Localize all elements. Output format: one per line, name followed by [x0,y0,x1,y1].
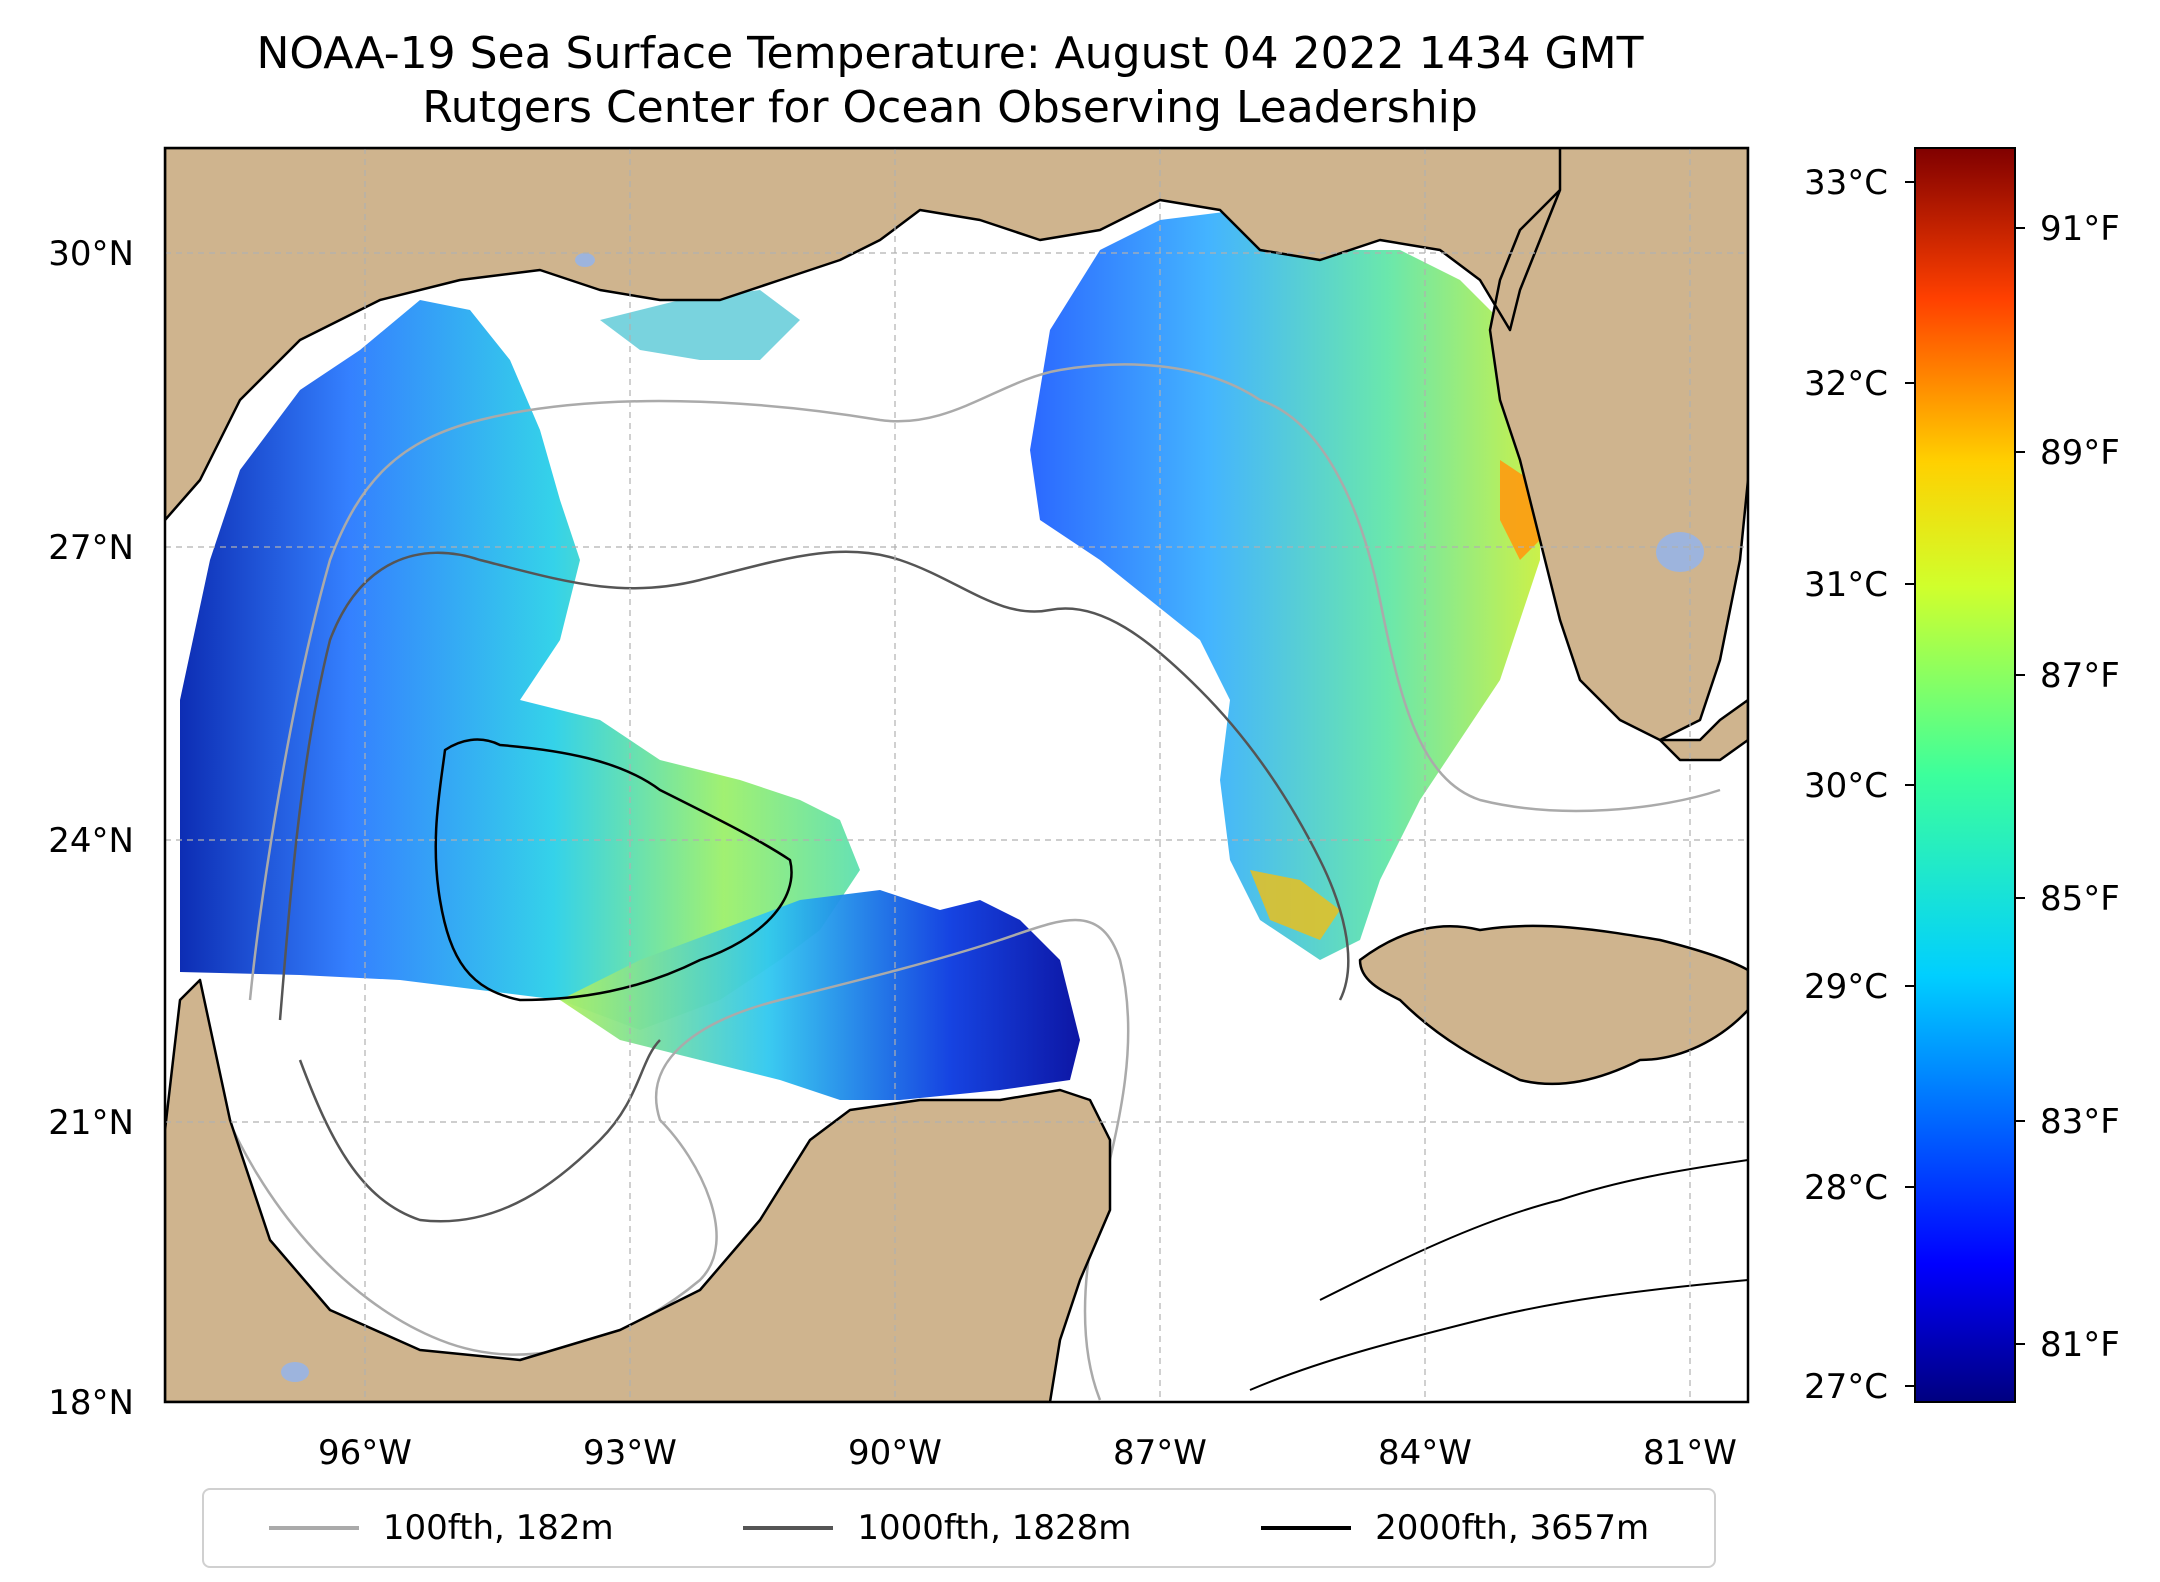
contour-1000fth-south [298,1039,661,1223]
legend-label: 1000fth, 1828m [857,1508,1132,1548]
legend-label: 2000fth, 3657m [1375,1508,1650,1548]
legend-item-2000fth: 2000fth, 3657m [1261,1508,1649,1548]
fahrenheit-label: 81°F [2040,1325,2120,1365]
legend-item-1000fth: 1000fth, 1828m [743,1508,1131,1548]
legend-item-100fth: 100fth, 182m [268,1508,614,1548]
lat-tick-label: 27°N [48,528,134,568]
colorbar-celsius-labels: 33°C 32°C 31°C 30°C 29°C 28°C 27°C [1804,163,1888,1407]
land-masses [165,148,1748,1402]
inland-water [281,253,1704,1382]
lon-labels: 96°W 93°W 90°W 87°W 84°W 81°W [318,1433,1737,1473]
map-subtitle: Rutgers Center for Ocean Observing Leade… [422,82,1478,133]
contour-2000fth-caribbean [1249,1159,1748,1391]
legend-swatch [268,1526,359,1530]
celsius-label: 27°C [1804,1367,1888,1407]
lon-tick-label: 87°W [1113,1433,1207,1473]
celsius-label: 30°C [1804,766,1888,806]
land-us-gulf-coast [165,148,1748,742]
lon-tick-label: 84°W [1378,1433,1472,1473]
lon-tick-label: 81°W [1643,1433,1737,1473]
sst-swath-bay-of-campeche-north [560,890,1080,1100]
sst-swath-western-gulf [180,300,860,1030]
map-area [165,148,1748,1402]
land-florida-keys-bahamas-edge [1658,698,1748,762]
legend-swatch [1261,1526,1352,1530]
fahrenheit-label: 85°F [2040,879,2120,919]
sst-swath-north-coast [600,290,800,360]
lake-okeechobee [1656,532,1704,572]
lake-mexico [281,1362,309,1382]
lat-tick-label: 21°N [48,1103,134,1143]
lon-tick-label: 90°W [848,1433,942,1473]
legend-swatch [743,1526,834,1530]
land-cuba [1358,924,1748,1086]
bathymetry-legend: 100fth, 182m 1000fth, 1828m 2000fth, 365… [202,1488,1716,1568]
lat-tick-label: 30°N [48,234,134,274]
celsius-label: 29°C [1804,967,1888,1007]
lat-labels: 30°N 27°N 24°N 21°N 18°N [48,234,134,1423]
lat-tick-label: 24°N [48,821,134,861]
sst-swath-eastern-gulf [1030,210,1540,960]
lat-tick-label: 18°N [48,1383,134,1423]
contour-1000fth [278,550,1350,1021]
fahrenheit-label: 91°F [2040,209,2120,249]
fahrenheit-label: 87°F [2040,656,2120,696]
sst-warm-patch-cuba-north [1250,870,1340,940]
celsius-label: 32°C [1804,364,1888,404]
contour-2000fth [434,738,793,1002]
colorbar [1914,147,2016,1403]
lon-tick-label: 93°W [583,1433,677,1473]
colorbar-fahrenheit-labels: 91°F 89°F 87°F 85°F 83°F 81°F [2040,209,2120,1365]
map-frame [163,146,1750,1404]
celsius-label: 33°C [1804,163,1888,203]
contour-100fth-south [218,918,1130,1401]
celsius-label: 31°C [1804,565,1888,605]
lake-texas [575,253,595,267]
celsius-label: 28°C [1804,1168,1888,1208]
contour-100fth [248,363,1721,1001]
colorbar-ticks [1905,181,2025,1387]
graticule [165,148,1748,1402]
map-title: NOAA-19 Sea Surface Temperature: August … [256,28,1644,79]
lon-tick-label: 96°W [318,1433,412,1473]
fahrenheit-label: 89°F [2040,433,2120,473]
legend-label: 100fth, 182m [382,1508,614,1548]
bathymetry-contours [218,363,1748,1401]
land-mexico [165,978,1112,1402]
fahrenheit-label: 83°F [2040,1102,2120,1142]
